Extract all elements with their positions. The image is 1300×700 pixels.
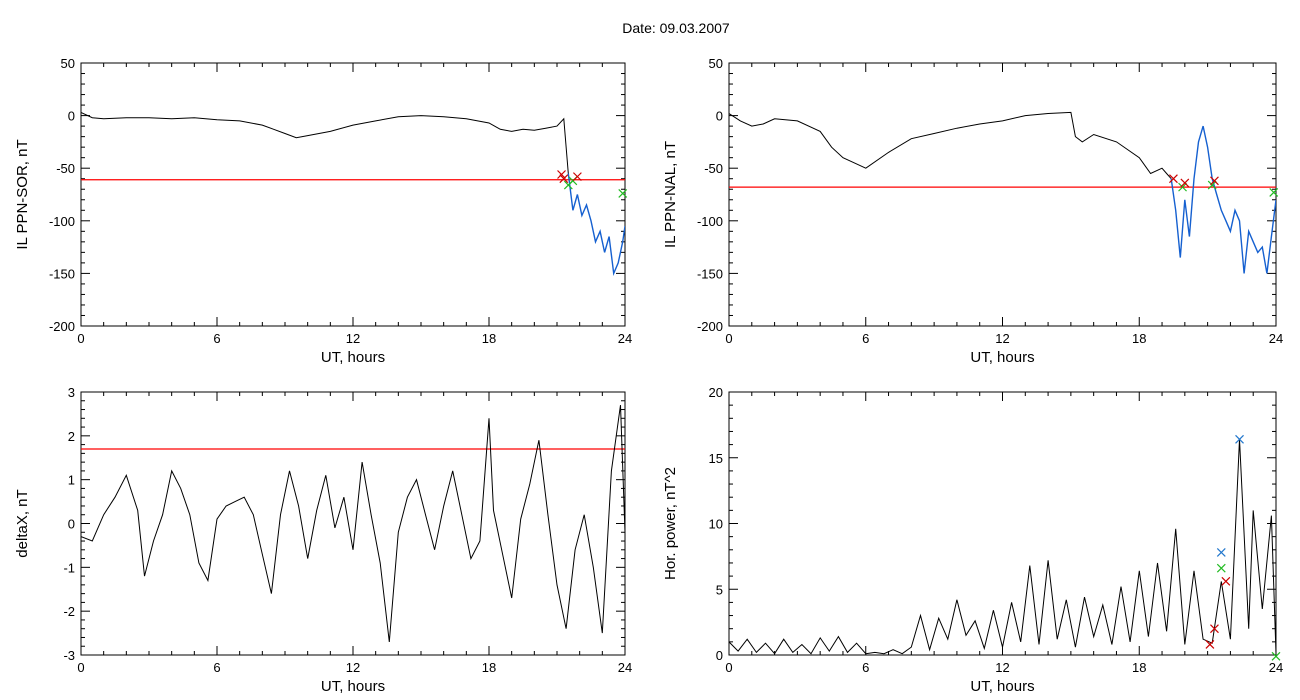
x-axis-label: UT, hours bbox=[321, 678, 385, 695]
y-tick-label: 0 bbox=[68, 517, 75, 532]
event-marker bbox=[1210, 624, 1219, 634]
event-marker bbox=[1207, 180, 1217, 190]
x-tick-label: 12 bbox=[995, 331, 1009, 346]
y-tick-label: 50 bbox=[709, 56, 723, 71]
x-tick-label: 0 bbox=[77, 331, 84, 346]
event-marker bbox=[1205, 640, 1215, 649]
y-tick-label: -1 bbox=[63, 560, 75, 575]
x-tick-label: 0 bbox=[77, 660, 84, 675]
x-tick-label: 12 bbox=[346, 331, 360, 346]
x-tick-label: 6 bbox=[213, 660, 220, 675]
event-marker bbox=[1169, 174, 1178, 184]
x-tick-label: 12 bbox=[346, 660, 360, 675]
y-axis-label: IL PPN-NAL, nT bbox=[662, 141, 679, 248]
event-marker bbox=[1271, 651, 1281, 661]
series-trace-line bbox=[729, 111, 1172, 180]
y-tick-label: -200 bbox=[49, 319, 75, 334]
y-tick-label: -200 bbox=[697, 319, 723, 334]
x-tick-label: 18 bbox=[482, 660, 496, 675]
x-tick-label: 6 bbox=[862, 331, 869, 346]
y-tick-label: 2 bbox=[68, 429, 75, 444]
y-tick-label: -3 bbox=[63, 648, 75, 663]
y-axis-label: IL PPN-SOR, nT bbox=[14, 139, 31, 249]
panel-sor: 0 6 12 18 24 -200 -150 -100 -50 0 50 UT, hours IL PP… bbox=[14, 56, 632, 366]
y-axis-label: deltaX, nT bbox=[14, 489, 31, 557]
series-trace-line bbox=[81, 405, 625, 642]
y-tick-label: 10 bbox=[709, 517, 723, 532]
x-tick-label: 24 bbox=[1269, 660, 1283, 675]
event-marker bbox=[1269, 187, 1279, 197]
event-marker bbox=[1180, 178, 1190, 188]
y-tick-label: -150 bbox=[697, 266, 723, 281]
event-marker bbox=[1210, 176, 1219, 186]
series-event-line bbox=[1170, 125, 1276, 274]
x-tick-label: 24 bbox=[618, 660, 632, 675]
y-tick-label: -50 bbox=[56, 161, 75, 176]
y-tick-label: -2 bbox=[63, 604, 75, 619]
y-tick-label: 5 bbox=[716, 582, 723, 597]
x-tick-label: 18 bbox=[1132, 660, 1146, 675]
event-marker bbox=[572, 172, 582, 182]
event-marker bbox=[618, 189, 628, 198]
plot-frame bbox=[728, 62, 1277, 327]
event-marker bbox=[1216, 548, 1226, 557]
x-tick-label: 18 bbox=[482, 331, 496, 346]
y-tick-label: 0 bbox=[716, 648, 723, 663]
y-tick-label: 15 bbox=[709, 451, 723, 466]
y-tick-label: -150 bbox=[49, 266, 75, 281]
x-tick-label: 6 bbox=[862, 660, 869, 675]
y-tick-label: -100 bbox=[697, 214, 723, 229]
x-axis-label: UT, hours bbox=[970, 349, 1034, 366]
x-tick-label: 18 bbox=[1132, 331, 1146, 346]
event-marker bbox=[557, 170, 566, 179]
x-axis-label: UT, hours bbox=[321, 349, 385, 366]
y-tick-label: 0 bbox=[68, 109, 75, 124]
x-tick-label: 0 bbox=[725, 331, 732, 346]
x-axis-label: UT, hours bbox=[970, 678, 1034, 695]
event-marker bbox=[1235, 434, 1244, 444]
plot-frame bbox=[728, 391, 1277, 656]
series-trace-line bbox=[729, 439, 1276, 655]
figure-title: Date: 09.03.2007 bbox=[622, 20, 730, 36]
plot-frame bbox=[80, 391, 626, 656]
series-trace-line bbox=[81, 111, 569, 174]
y-tick-label: -100 bbox=[49, 214, 75, 229]
event-marker bbox=[1221, 576, 1231, 586]
y-tick-label: -50 bbox=[704, 161, 723, 176]
y-tick-label: 3 bbox=[68, 385, 75, 400]
event-marker bbox=[1216, 563, 1226, 573]
x-tick-label: 24 bbox=[618, 331, 632, 346]
plot-frame bbox=[80, 62, 626, 327]
event-marker bbox=[1178, 182, 1187, 192]
x-tick-label: 12 bbox=[995, 660, 1009, 675]
series-event-line bbox=[567, 173, 625, 277]
x-tick-label: 6 bbox=[213, 331, 220, 346]
panel-nal: 0 6 12 18 24 -200 -150 -100 -50 0 50 UT, hours IL PP… bbox=[662, 56, 1283, 366]
y-tick-label: 50 bbox=[61, 56, 75, 71]
x-tick-label: 0 bbox=[725, 660, 732, 675]
panel-power: 0 6 12 18 24 0 5 10 15 20 UT, hours Hor. power, nT^… bbox=[662, 385, 1283, 695]
y-tick-label: 1 bbox=[68, 473, 75, 488]
y-tick-label: 20 bbox=[709, 385, 723, 400]
y-tick-label: 0 bbox=[716, 109, 723, 124]
x-tick-label: 24 bbox=[1269, 331, 1283, 346]
y-axis-label: Hor. power, nT^2 bbox=[662, 467, 679, 580]
event-marker bbox=[559, 174, 569, 184]
